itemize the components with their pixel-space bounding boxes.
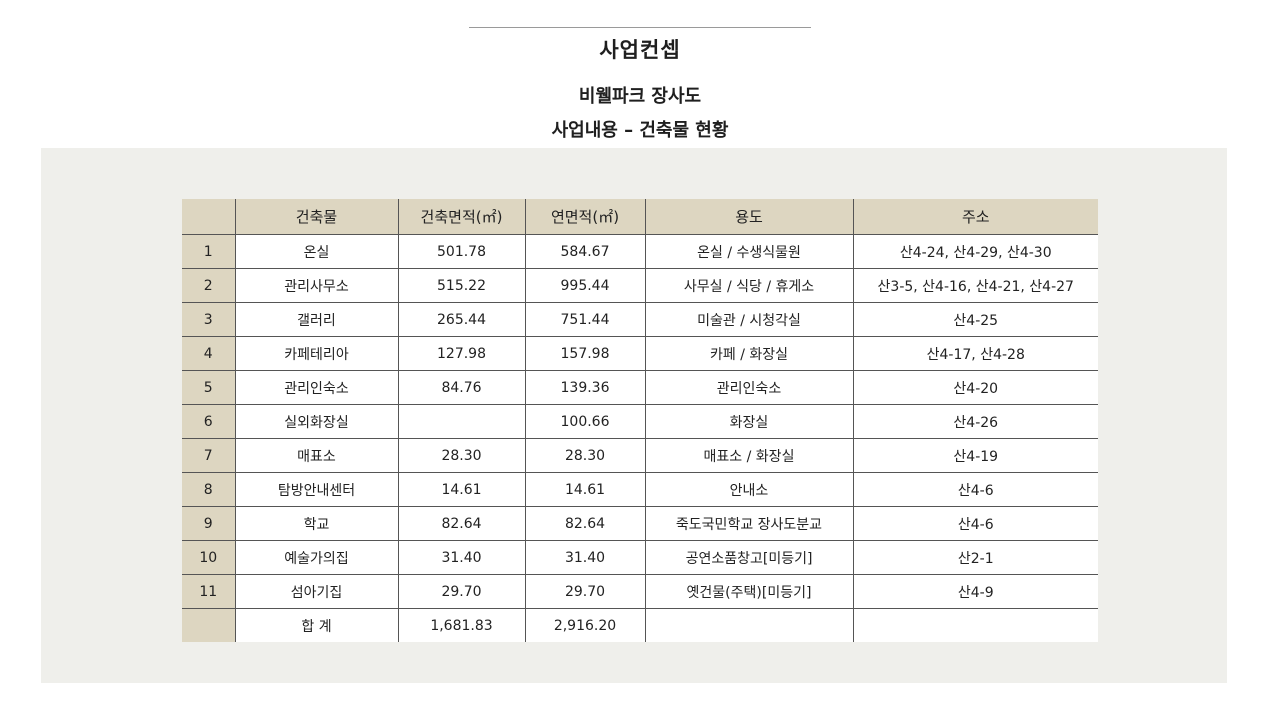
column-header-use: 용도 (644, 199, 853, 235)
building-area: 501.78 (397, 234, 525, 269)
building-address: 산4-26 (852, 404, 1098, 439)
building-area: 31.40 (397, 540, 525, 575)
building-name: 관리인숙소 (234, 370, 398, 405)
building-area: 14.61 (397, 472, 525, 507)
building-status-table: 건축물 건축면적(㎡) 연면적(㎡) 용도 주소 1 온실 501.78 584… (182, 199, 1098, 642)
building-use: 공연소품창고[미등기] (644, 540, 853, 575)
total-floor-area: 29.70 (524, 574, 645, 609)
total-floor-area: 995.44 (524, 268, 645, 303)
section-title: 사업내용 – 건축물 현황 (551, 120, 729, 141)
building-use: 사무실 / 식당 / 휴게소 (644, 268, 853, 303)
building-use: 관리인숙소 (644, 370, 853, 405)
row-number: 10 (182, 540, 235, 575)
row-number: 1 (182, 234, 235, 269)
building-address: 산4-20 (852, 370, 1098, 405)
total-floor-area: 14.61 (524, 472, 645, 507)
total-row-number (182, 608, 235, 642)
building-area: 29.70 (397, 574, 525, 609)
building-name: 카페테리아 (234, 336, 398, 371)
building-name: 예술가의집 (234, 540, 398, 575)
building-use: 미술관 / 시청각실 (644, 302, 853, 337)
building-name: 섬아기집 (234, 574, 398, 609)
building-name: 탐방안내센터 (234, 472, 398, 507)
building-address: 산4-9 (852, 574, 1098, 609)
column-header-no (182, 199, 235, 235)
row-number: 8 (182, 472, 235, 507)
table-row: 8 탐방안내센터 14.61 14.61 안내소 산4-6 (182, 472, 1098, 507)
building-area: 127.98 (397, 336, 525, 371)
building-use: 카페 / 화장실 (644, 336, 853, 371)
row-number: 4 (182, 336, 235, 371)
total-address-empty (852, 608, 1098, 642)
row-number: 7 (182, 438, 235, 473)
column-header-address: 주소 (852, 199, 1098, 235)
total-floor-area: 157.98 (524, 336, 645, 371)
column-header-building: 건축물 (234, 199, 398, 235)
total-floor-area: 82.64 (524, 506, 645, 541)
building-name: 매표소 (234, 438, 398, 473)
building-area: 28.30 (397, 438, 525, 473)
table-row: 11 섬아기집 29.70 29.70 옛건물(주택)[미등기] 산4-9 (182, 574, 1098, 609)
building-name: 온실 (234, 234, 398, 269)
total-floor-area: 100.66 (524, 404, 645, 439)
total-floor-area: 751.44 (524, 302, 645, 337)
building-name: 실외화장실 (234, 404, 398, 439)
page-title: 사업컨셉 (599, 38, 681, 62)
row-number: 5 (182, 370, 235, 405)
table-row: 4 카페테리아 127.98 157.98 카페 / 화장실 산4-17, 산4… (182, 336, 1098, 371)
subtitle: 비웰파크 장사도 (578, 86, 702, 107)
row-number: 6 (182, 404, 235, 439)
table-row: 7 매표소 28.30 28.30 매표소 / 화장실 산4-19 (182, 438, 1098, 473)
building-area: 265.44 (397, 302, 525, 337)
total-floor-area-sum: 2,916.20 (524, 608, 645, 642)
building-use: 온실 / 수생식물원 (644, 234, 853, 269)
column-header-building-area: 건축면적(㎡) (397, 199, 525, 235)
table-row: 9 학교 82.64 82.64 죽도국민학교 장사도분교 산4-6 (182, 506, 1098, 541)
table-row: 2 관리사무소 515.22 995.44 사무실 / 식당 / 휴게소 산3-… (182, 268, 1098, 303)
total-building-area: 1,681.83 (397, 608, 525, 642)
building-name: 학교 (234, 506, 398, 541)
table-total-row: 합 계 1,681.83 2,916.20 (182, 608, 1098, 642)
building-address: 산3-5, 산4-16, 산4-21, 산4-27 (852, 268, 1098, 303)
building-use: 옛건물(주택)[미등기] (644, 574, 853, 609)
table-row: 1 온실 501.78 584.67 온실 / 수생식물원 산4-24, 산4-… (182, 234, 1098, 269)
row-number: 9 (182, 506, 235, 541)
building-address: 산4-6 (852, 506, 1098, 541)
building-use: 화장실 (644, 404, 853, 439)
building-area: 84.76 (397, 370, 525, 405)
row-number: 11 (182, 574, 235, 609)
row-number: 3 (182, 302, 235, 337)
building-name: 갤러리 (234, 302, 398, 337)
building-name: 관리사무소 (234, 268, 398, 303)
building-address: 산4-17, 산4-28 (852, 336, 1098, 371)
building-use: 안내소 (644, 472, 853, 507)
column-header-total-floor-area: 연면적(㎡) (524, 199, 645, 235)
building-area: 82.64 (397, 506, 525, 541)
building-area: 515.22 (397, 268, 525, 303)
building-address: 산4-6 (852, 472, 1098, 507)
total-floor-area: 584.67 (524, 234, 645, 269)
total-use-empty (644, 608, 853, 642)
total-floor-area: 28.30 (524, 438, 645, 473)
table-header-row: 건축물 건축면적(㎡) 연면적(㎡) 용도 주소 (182, 199, 1098, 235)
total-label: 합 계 (234, 608, 398, 642)
building-address: 산2-1 (852, 540, 1098, 575)
total-floor-area: 139.36 (524, 370, 645, 405)
table-row: 5 관리인숙소 84.76 139.36 관리인숙소 산4-20 (182, 370, 1098, 405)
building-area (397, 404, 525, 439)
building-address: 산4-25 (852, 302, 1098, 337)
table-row: 3 갤러리 265.44 751.44 미술관 / 시청각실 산4-25 (182, 302, 1098, 337)
table-row: 10 예술가의집 31.40 31.40 공연소품창고[미등기] 산2-1 (182, 540, 1098, 575)
building-address: 산4-24, 산4-29, 산4-30 (852, 234, 1098, 269)
title-top-rule (469, 27, 811, 28)
building-use: 죽도국민학교 장사도분교 (644, 506, 853, 541)
total-floor-area: 31.40 (524, 540, 645, 575)
row-number: 2 (182, 268, 235, 303)
building-use: 매표소 / 화장실 (644, 438, 853, 473)
table-row: 6 실외화장실 100.66 화장실 산4-26 (182, 404, 1098, 439)
building-address: 산4-19 (852, 438, 1098, 473)
